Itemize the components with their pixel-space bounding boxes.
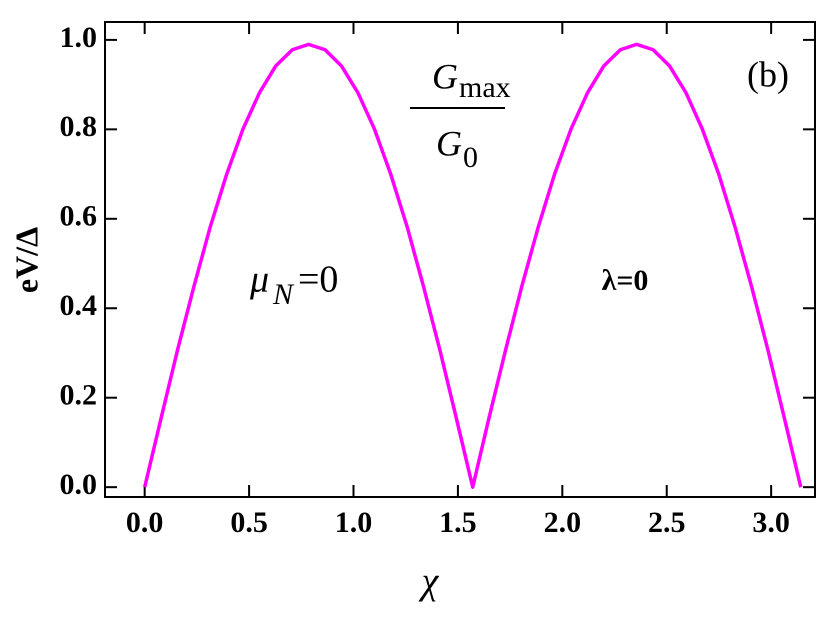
annotation-mu-sub: N [272,278,295,311]
annotation-lambda: λ=0 [602,264,649,297]
annotation-mu: μ [249,259,269,301]
fraction-denominator-sub: 0 [463,141,478,174]
x-tick-label: 2.0 [544,506,582,539]
y-tick-label: 0.8 [60,110,98,143]
x-tick-label: 0.0 [126,506,164,539]
plot-frame [104,21,816,498]
data-line [142,42,803,489]
x-tick-label: 1.0 [335,506,373,539]
annotation-mu-rest: =0 [298,259,338,301]
x-tick-label: 2.5 [648,506,686,539]
fraction-numerator-sub: max [459,71,511,104]
y-tick-label: 0.2 [60,379,98,412]
y-tick-label: 1.0 [60,21,98,54]
y-tick-label: 0.6 [60,200,98,233]
y-axis-label: eV/Δ [8,227,44,293]
fraction-numerator: G [432,56,458,96]
panel-label: (b) [747,54,789,94]
x-axis-label: χ [418,561,440,603]
x-tick-label: 1.5 [439,506,477,539]
x-tick-label: 0.5 [230,506,268,539]
y-tick-label: 0.0 [60,468,98,501]
x-tick-label: 3.0 [752,506,790,539]
fraction-denominator: G [436,123,462,163]
y-tick-label: 0.4 [60,289,98,322]
